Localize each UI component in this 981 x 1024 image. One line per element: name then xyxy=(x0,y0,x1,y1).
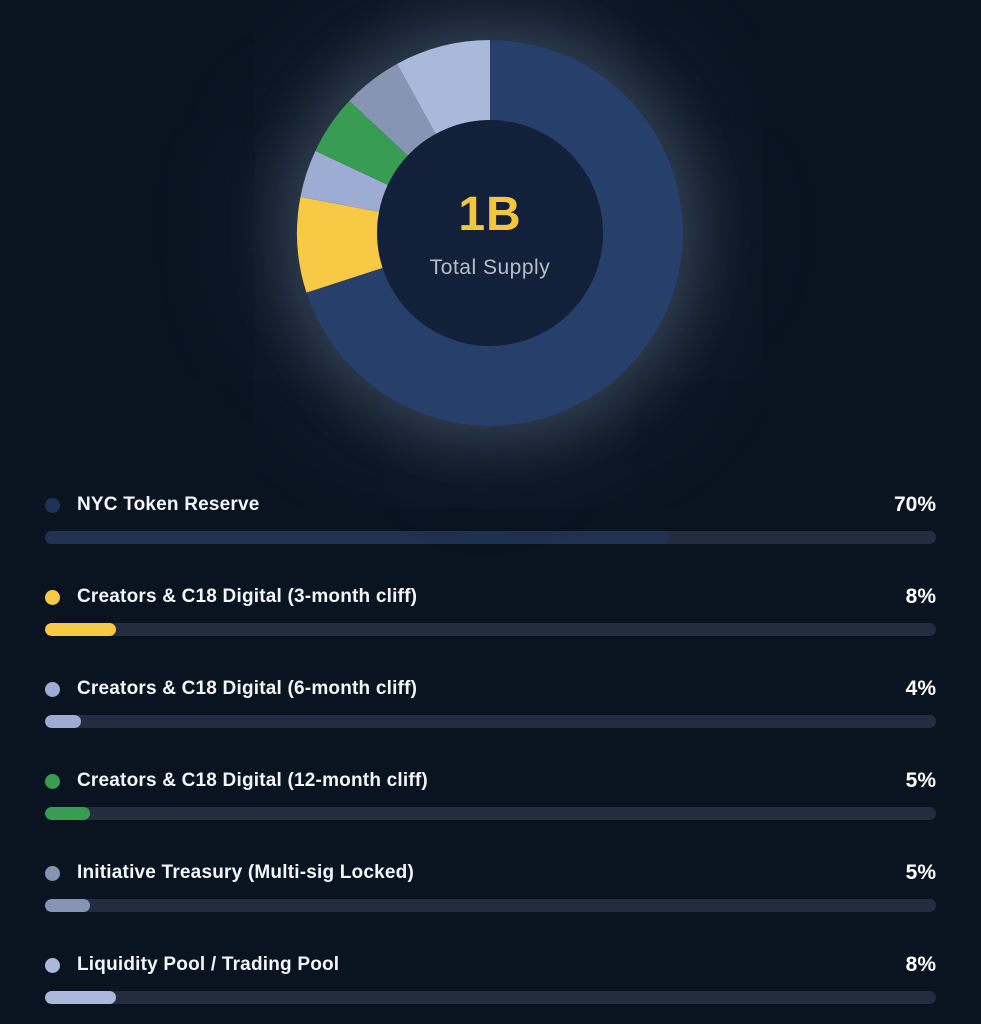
progress-fill xyxy=(45,991,117,1004)
progress-fill xyxy=(45,531,669,544)
legend-row: Creators & C18 Digital (12-month cliff) … xyxy=(45,769,936,820)
progress-track xyxy=(45,531,936,544)
donut-segment-0 xyxy=(306,40,683,427)
legend-row-header: NYC Token Reserve 70% xyxy=(45,493,936,517)
legend-color-dot-icon xyxy=(45,497,60,513)
allocation-legend: NYC Token Reserve 70% Creators & C18 Dig… xyxy=(0,470,981,1004)
progress-track xyxy=(45,623,936,636)
legend-row-header: Liquidity Pool / Trading Pool 8% xyxy=(45,953,936,977)
legend-percent: 5% xyxy=(905,861,936,884)
donut-chart xyxy=(297,40,683,427)
legend-row: Initiative Treasury (Multi-sig Locked) 5… xyxy=(45,861,936,912)
legend-row: NYC Token Reserve 70% xyxy=(45,493,936,544)
donut-segment-1 xyxy=(297,196,384,293)
donut-segment-2 xyxy=(300,150,389,213)
progress-fill xyxy=(45,807,90,820)
legend-label: NYC Token Reserve xyxy=(77,494,260,515)
progress-track xyxy=(45,715,936,728)
legend-percent: 70% xyxy=(893,493,936,516)
legend-color-dot-icon xyxy=(45,957,60,973)
legend-percent: 4% xyxy=(905,677,936,700)
legend-row: Liquidity Pool / Trading Pool 8% xyxy=(45,953,936,1004)
legend-row: Creators & C18 Digital (6-month cliff) 4… xyxy=(45,677,936,728)
legend-percent: 8% xyxy=(905,585,936,608)
legend-label: Liquidity Pool / Trading Pool xyxy=(77,954,340,975)
legend-row-header: Creators & C18 Digital (6-month cliff) 4… xyxy=(45,677,936,701)
progress-track xyxy=(45,807,936,820)
legend-label: Initiative Treasury (Multi-sig Locked) xyxy=(77,862,415,883)
legend-label: Creators & C18 Digital (3-month cliff) xyxy=(77,586,418,607)
donut-segment-3 xyxy=(315,100,409,186)
legend-row: Creators & C18 Digital (3-month cliff) 8… xyxy=(45,585,936,636)
tokenomics-chart-area: 1B Total Supply xyxy=(0,0,981,470)
progress-track xyxy=(45,899,936,912)
legend-label: Creators & C18 Digital (6-month cliff) xyxy=(77,678,418,699)
donut-segment-4 xyxy=(349,63,437,157)
progress-fill xyxy=(45,715,81,728)
legend-label: Creators & C18 Digital (12-month cliff) xyxy=(77,770,428,791)
progress-track xyxy=(45,991,936,1004)
donut-inner-circle xyxy=(377,120,603,346)
legend-percent: 5% xyxy=(905,769,936,792)
legend-color-dot-icon xyxy=(45,681,60,697)
legend-color-dot-icon xyxy=(45,773,60,789)
donut-segment-5 xyxy=(397,40,490,135)
progress-fill xyxy=(45,899,90,912)
legend-percent: 8% xyxy=(905,953,936,976)
legend-row-header: Initiative Treasury (Multi-sig Locked) 5… xyxy=(45,861,936,885)
progress-fill xyxy=(45,623,117,636)
legend-row-header: Creators & C18 Digital (12-month cliff) … xyxy=(45,769,936,793)
legend-row-header: Creators & C18 Digital (3-month cliff) 8… xyxy=(45,585,936,609)
legend-color-dot-icon xyxy=(45,589,60,605)
legend-color-dot-icon xyxy=(45,865,60,881)
